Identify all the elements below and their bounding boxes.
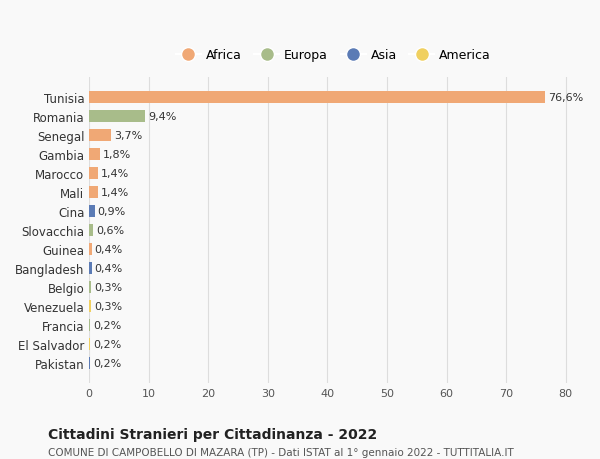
Text: 76,6%: 76,6%	[548, 93, 584, 103]
Bar	[89, 148, 100, 161]
Text: COMUNE DI CAMPOBELLO DI MAZARA (TP) - Dati ISTAT al 1° gennaio 2022 - TUTTITALIA: COMUNE DI CAMPOBELLO DI MAZARA (TP) - Da…	[48, 448, 514, 458]
Text: 0,9%: 0,9%	[98, 207, 126, 217]
Bar	[89, 319, 91, 331]
Legend: Africa, Europa, Asia, America: Africa, Europa, Asia, America	[171, 44, 496, 67]
Text: 9,4%: 9,4%	[148, 112, 176, 122]
Bar	[89, 186, 98, 199]
Bar	[89, 243, 92, 256]
Bar	[89, 357, 91, 369]
Bar	[89, 91, 545, 104]
Text: 0,3%: 0,3%	[94, 282, 122, 292]
Text: 0,4%: 0,4%	[95, 245, 123, 254]
Bar	[89, 300, 91, 313]
Bar	[89, 205, 95, 218]
Text: 0,2%: 0,2%	[94, 339, 122, 349]
Bar	[89, 262, 92, 274]
Text: 1,4%: 1,4%	[101, 188, 129, 197]
Text: 1,4%: 1,4%	[101, 168, 129, 179]
Text: 3,7%: 3,7%	[114, 131, 142, 140]
Text: 0,6%: 0,6%	[96, 225, 124, 235]
Bar	[89, 281, 91, 294]
Text: 1,8%: 1,8%	[103, 150, 131, 160]
Bar	[89, 111, 145, 123]
Text: 0,4%: 0,4%	[95, 263, 123, 274]
Bar	[89, 129, 111, 142]
Text: 0,3%: 0,3%	[94, 302, 122, 311]
Bar	[89, 224, 93, 237]
Text: 0,2%: 0,2%	[94, 358, 122, 368]
Bar	[89, 168, 98, 180]
Bar	[89, 338, 91, 350]
Text: Cittadini Stranieri per Cittadinanza - 2022: Cittadini Stranieri per Cittadinanza - 2…	[48, 427, 377, 441]
Text: 0,2%: 0,2%	[94, 320, 122, 330]
